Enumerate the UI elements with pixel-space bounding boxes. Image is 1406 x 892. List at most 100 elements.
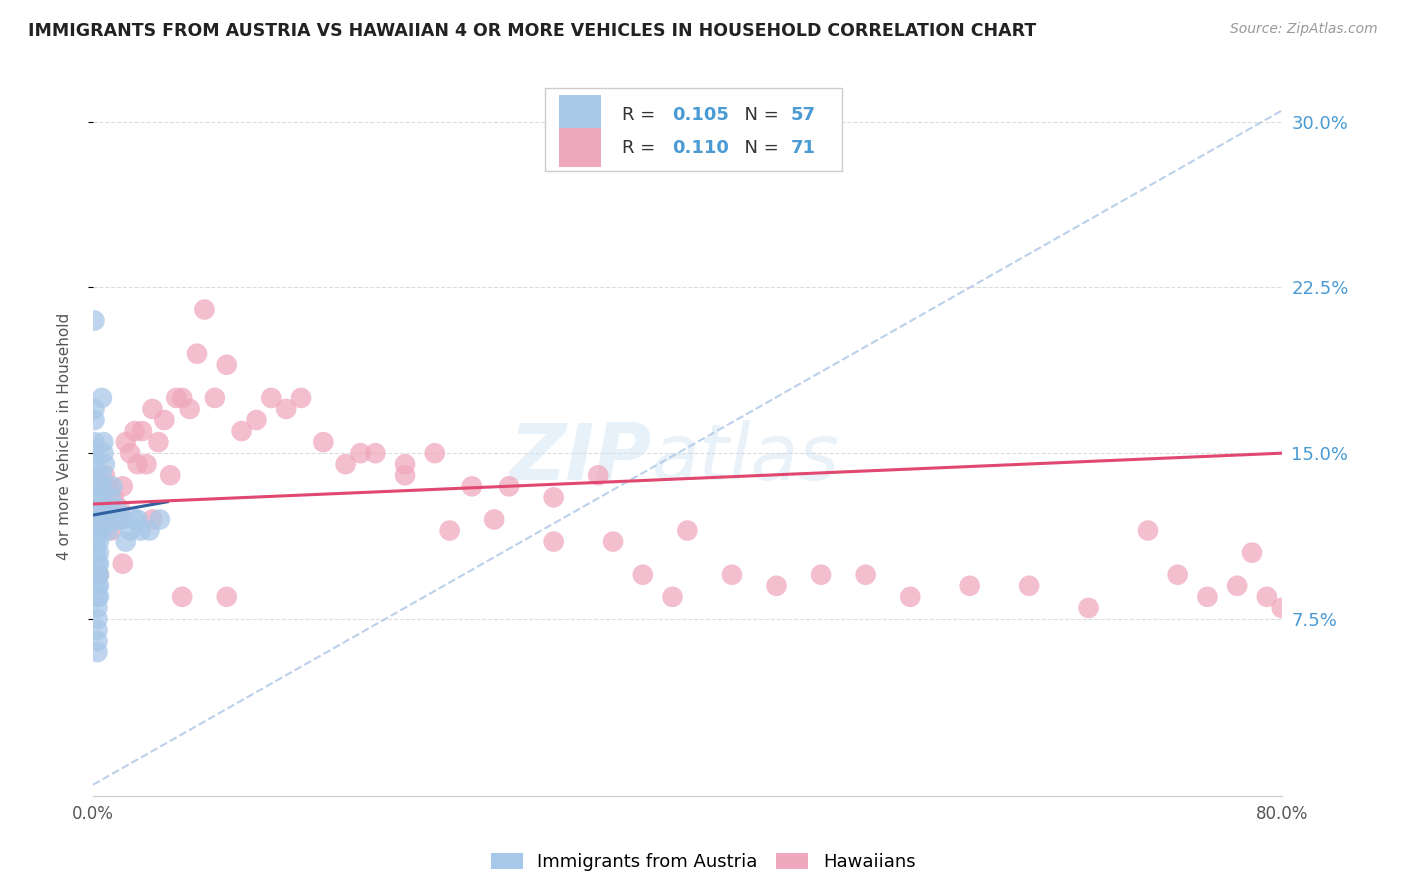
Text: R =: R = <box>621 105 661 124</box>
Point <box>1018 579 1040 593</box>
Point <box>676 524 699 538</box>
Point <box>165 391 187 405</box>
Point <box>83 401 105 416</box>
Point <box>87 590 110 604</box>
Point <box>84 468 107 483</box>
Point <box>149 512 172 526</box>
Point <box>1315 590 1337 604</box>
Point <box>86 579 108 593</box>
Point <box>120 524 142 538</box>
Text: atlas: atlas <box>652 420 839 496</box>
Legend: Immigrants from Austria, Hawaiians: Immigrants from Austria, Hawaiians <box>484 846 922 879</box>
Text: 71: 71 <box>790 138 815 157</box>
Point <box>172 391 194 405</box>
Point <box>138 524 160 538</box>
Point <box>1226 579 1249 593</box>
Point <box>108 501 131 516</box>
Point <box>312 435 335 450</box>
Point <box>86 623 108 637</box>
Point <box>86 557 108 571</box>
Point <box>111 557 134 571</box>
Point <box>96 516 118 531</box>
Text: IMMIGRANTS FROM AUSTRIA VS HAWAIIAN 4 OR MORE VEHICLES IN HOUSEHOLD CORRELATION : IMMIGRANTS FROM AUSTRIA VS HAWAIIAN 4 OR… <box>28 22 1036 40</box>
Point <box>105 501 128 516</box>
Point <box>543 534 565 549</box>
Point <box>215 358 238 372</box>
Point <box>86 600 108 615</box>
Point <box>153 413 176 427</box>
Text: N =: N = <box>733 138 785 157</box>
Text: ZIP: ZIP <box>509 420 652 496</box>
Point <box>1167 567 1189 582</box>
Point <box>290 391 312 405</box>
Point <box>90 512 112 526</box>
Point <box>124 424 146 438</box>
Point <box>124 512 146 526</box>
Point <box>90 479 112 493</box>
Point <box>193 302 215 317</box>
Point <box>101 479 124 493</box>
Point <box>100 524 122 538</box>
FancyBboxPatch shape <box>560 95 600 135</box>
Point <box>765 579 787 593</box>
Point <box>141 401 163 416</box>
Point <box>84 524 107 538</box>
Point <box>87 567 110 582</box>
FancyBboxPatch shape <box>544 88 842 171</box>
Point <box>87 579 110 593</box>
Point <box>127 457 149 471</box>
Point <box>86 634 108 648</box>
Point <box>721 567 744 582</box>
Point <box>86 612 108 626</box>
Point <box>631 567 654 582</box>
Point <box>104 512 127 526</box>
Point <box>349 446 371 460</box>
Point <box>103 491 125 505</box>
Text: N =: N = <box>733 105 785 124</box>
Point <box>461 479 484 493</box>
Point <box>231 424 253 438</box>
Point <box>179 401 201 416</box>
Point <box>83 446 105 460</box>
Point <box>87 524 110 538</box>
Point <box>90 391 112 405</box>
Text: R =: R = <box>621 138 661 157</box>
Point <box>94 512 117 526</box>
Point <box>439 524 461 538</box>
Text: 0.105: 0.105 <box>672 105 728 124</box>
Point <box>276 401 298 416</box>
Point <box>1301 579 1323 593</box>
Point <box>83 413 105 427</box>
Point <box>100 491 122 505</box>
Point <box>141 512 163 526</box>
Point <box>335 457 357 471</box>
Point <box>127 512 149 526</box>
Point <box>89 512 111 526</box>
Point <box>810 567 832 582</box>
Text: 57: 57 <box>790 105 815 124</box>
Point <box>94 468 117 483</box>
Point <box>1240 546 1263 560</box>
Point <box>959 579 981 593</box>
Point <box>87 567 110 582</box>
Point <box>93 435 115 450</box>
Point <box>159 468 181 483</box>
Point <box>114 435 136 450</box>
Point <box>94 457 117 471</box>
Point <box>186 347 208 361</box>
Point <box>498 479 520 493</box>
Point <box>114 534 136 549</box>
Point <box>83 313 105 327</box>
Point <box>364 446 387 460</box>
Point <box>204 391 226 405</box>
Point <box>543 491 565 505</box>
Point <box>482 512 505 526</box>
Point <box>1136 524 1159 538</box>
Point <box>84 534 107 549</box>
Point <box>111 479 134 493</box>
Point <box>855 567 877 582</box>
Point <box>86 567 108 582</box>
Point <box>93 446 115 460</box>
Point <box>97 479 120 493</box>
Point <box>84 546 107 560</box>
